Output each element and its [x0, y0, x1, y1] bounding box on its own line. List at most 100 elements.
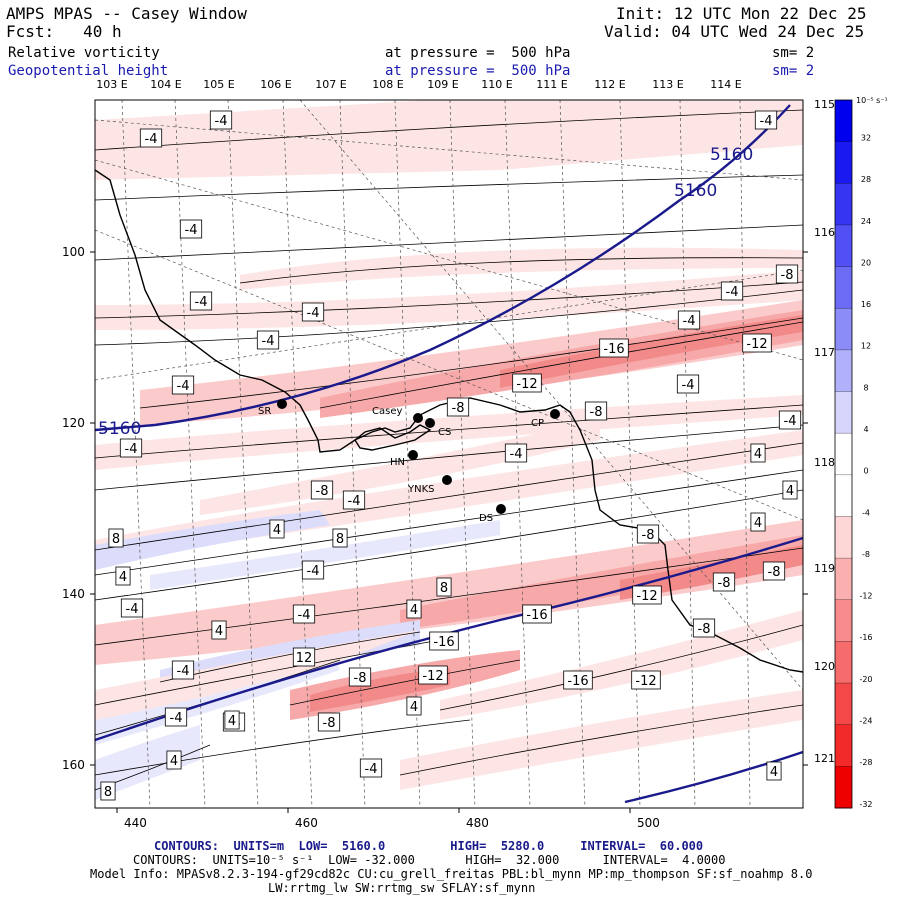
vorticity-label: -8: [692, 618, 716, 638]
vorticity-label: 4: [766, 761, 782, 781]
colorbar-label: -24: [859, 717, 872, 726]
station-marker-casey[interactable]: [413, 413, 423, 423]
field-1-level: at pressure = 500 hPa: [385, 45, 571, 61]
footer-height-label: CONTOURS:: [154, 839, 220, 853]
svg-text:-8: -8: [316, 484, 329, 499]
vorticity-label: -4: [164, 707, 188, 727]
colorbar-swatch: [835, 599, 852, 642]
top-lon-label: 111 E: [536, 78, 567, 91]
vorticity-label: -4: [171, 375, 195, 395]
footer-vort-low: LOW= -32.000: [328, 853, 415, 867]
station-marker-ds[interactable]: [496, 504, 506, 514]
y-tick-100: 100: [62, 245, 85, 259]
svg-text:-4: -4: [145, 132, 158, 147]
svg-text:-4: -4: [262, 334, 275, 349]
colorbar-swatch: [835, 224, 852, 268]
svg-text:-4: -4: [177, 664, 190, 679]
valid-time: Valid: 04 UTC Wed 24 Dec 25: [604, 22, 865, 41]
y-tick-140: 140: [62, 587, 85, 601]
plot-title: AMPS MPAS -- Casey Window: [6, 4, 247, 23]
vorticity-label: -16: [599, 338, 629, 358]
colorbar-label: -32: [859, 800, 872, 809]
field-2-smooth: sm= 2: [772, 63, 815, 79]
colorbar-label: 4: [863, 425, 868, 434]
vorticity-labels: -4 -4 -4 -4 -4 -4 -4 -4 -4 -8 -4 -4 -16 -12 -12 -8 -8 -4 -…: [100, 110, 802, 801]
station-marker-hn[interactable]: [408, 450, 418, 460]
vorticity-label: -12: [418, 665, 448, 685]
svg-text:-4: -4: [307, 564, 320, 579]
station-marker-ynks[interactable]: [442, 475, 452, 485]
vorticity-label: -4: [504, 443, 528, 463]
colorbar-swatch: [835, 308, 852, 351]
top-longitude-labels: 103 E 104 E 105 E 106 E 107 E 108 E 109 E 110 E…: [96, 78, 741, 91]
footer-vort-units: UNITS=10⁻⁵ s⁻¹: [212, 853, 314, 867]
colorbar-swatch: [835, 683, 852, 726]
svg-text:-4: -4: [510, 447, 523, 462]
svg-text:-4: -4: [177, 379, 190, 394]
height-label-3: 5160: [98, 419, 141, 439]
colorbar-swatch: [835, 433, 852, 476]
colorbar-label: -28: [859, 758, 872, 767]
svg-text:-8: -8: [590, 405, 603, 420]
svg-text:8: 8: [336, 532, 344, 547]
vorticity-label: -16: [522, 604, 552, 624]
vorticity-label: -4: [754, 110, 778, 130]
footer-model-info: Model Info: MPASv8.2.3-194-gf29cd82c CU:…: [90, 867, 813, 881]
svg-text:-8: -8: [642, 528, 655, 543]
svg-text:-16: -16: [603, 342, 624, 357]
vorticity-label: -8: [310, 480, 334, 500]
vorticity-label: 4: [406, 696, 422, 716]
vorticity-label: -4: [301, 560, 325, 580]
y-tick-120: 120: [62, 416, 85, 430]
top-lon-label: 108 E: [372, 78, 403, 91]
svg-text:4: 4: [770, 765, 778, 780]
vorticity-label: -4: [676, 374, 700, 394]
colorbar: 32 28 24 20 16 12 8 4 0 -4 -8 -12 -16 -20 -24 -28 -32: [834, 99, 873, 809]
axis-ticks: [90, 251, 808, 813]
vorticity-label: -8: [636, 524, 660, 544]
svg-text:-4: -4: [683, 314, 696, 329]
x-tick-500: 500: [637, 816, 660, 830]
vorticity-label: -4: [677, 310, 701, 330]
footer-height-line: CONTOURS: UNITS=m LOW= 5160.0 HIGH= 5280…: [154, 839, 703, 853]
colorbar-swatch: [835, 516, 852, 559]
top-lon-label: 107 E: [315, 78, 346, 91]
station-marker-sr[interactable]: [277, 399, 287, 409]
x-tick-440: 440: [124, 816, 147, 830]
colorbar-label: 28: [861, 175, 871, 184]
svg-text:8: 8: [104, 785, 112, 800]
svg-text:8: 8: [440, 581, 448, 596]
colorbar-swatch: [835, 724, 852, 767]
footer-vort-interval: INTERVAL= 4.0000: [602, 853, 726, 867]
svg-text:-12: -12: [516, 377, 537, 392]
station-marker-cp[interactable]: [550, 409, 560, 419]
top-lon-label: 113 E: [652, 78, 683, 91]
svg-text:4: 4: [215, 624, 223, 639]
svg-text:4: 4: [410, 700, 418, 715]
vorticity-label: 8: [108, 528, 124, 548]
colorbar-swatch: [835, 558, 852, 601]
init-time: Init: 12 UTC Mon 22 Dec 25: [616, 4, 867, 23]
svg-text:-8: -8: [698, 622, 711, 637]
svg-text:4: 4: [228, 714, 236, 729]
x-tick-480: 480: [466, 816, 489, 830]
vorticity-label: -8: [712, 572, 736, 592]
svg-text:4: 4: [410, 603, 418, 618]
footer-model-info-2: LW:rrtmg_lw SW:rrtmg_sw SFLAY:sf_mynn: [268, 881, 536, 895]
svg-text:4: 4: [786, 484, 794, 499]
svg-text:12: 12: [296, 651, 313, 666]
stations: SR Casey CS HN YNKS DS CP: [258, 399, 560, 524]
svg-text:-4: -4: [185, 223, 198, 238]
colorbar-swatch: [835, 391, 852, 434]
station-label-cs: CS: [438, 427, 451, 438]
vorticity-label: -4: [256, 330, 280, 350]
svg-text:-8: -8: [768, 565, 781, 580]
svg-text:-4: -4: [726, 285, 739, 300]
axis-labels: 100 120 140 160 440 460 480 500: [62, 245, 660, 830]
station-marker-cs[interactable]: [425, 418, 435, 428]
vorticity-label: 4: [750, 443, 766, 463]
colorbar-label: 24: [861, 217, 871, 226]
colorbar-label: 16: [861, 300, 871, 309]
svg-text:4: 4: [273, 523, 281, 538]
